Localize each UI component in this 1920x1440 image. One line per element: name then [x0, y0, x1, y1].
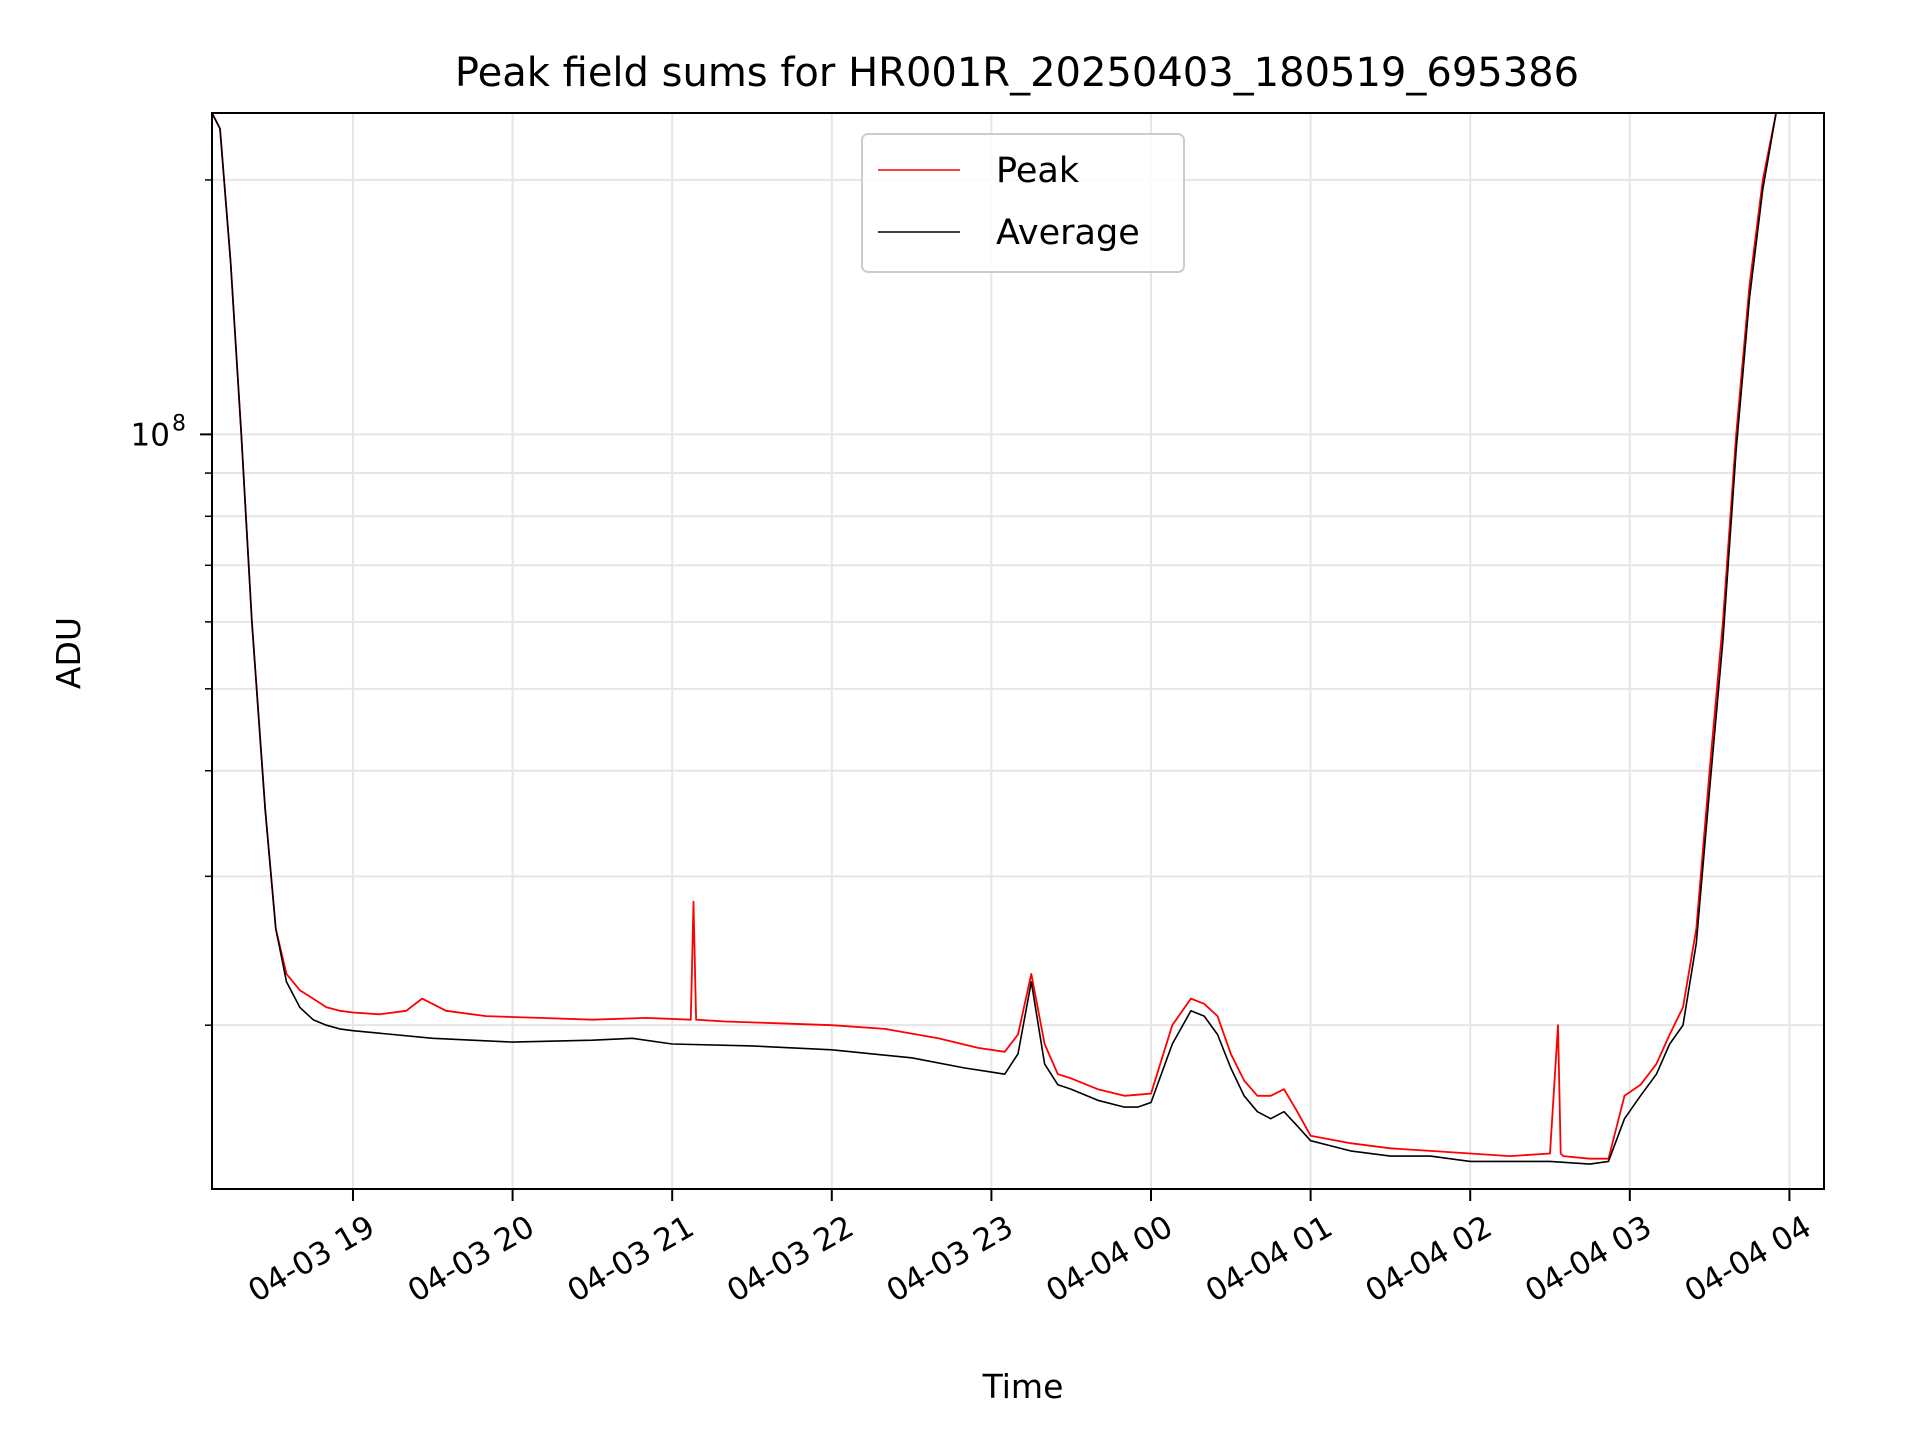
y-axis-label: ADU: [49, 617, 88, 689]
y-axis: 10 8: [131, 179, 212, 1026]
chart-title: Peak field sums for HR001R_20250403_1805…: [455, 50, 1579, 96]
x-axis-label: Time: [982, 1367, 1064, 1406]
legend-label-average: Average: [996, 213, 1140, 253]
series-group: [212, 113, 1790, 1165]
series-line-peak: [212, 113, 1790, 1160]
legend: Peak Average: [861, 133, 1185, 273]
legend-label-peak: Peak: [996, 151, 1080, 191]
legend-box: [861, 133, 1185, 273]
y-tick-exponent: 8: [172, 411, 186, 436]
plot-frame: [211, 112, 1825, 1190]
grid: [212, 113, 1824, 1189]
y-tick-label: 10: [131, 417, 170, 453]
series-line-average: [212, 113, 1790, 1165]
